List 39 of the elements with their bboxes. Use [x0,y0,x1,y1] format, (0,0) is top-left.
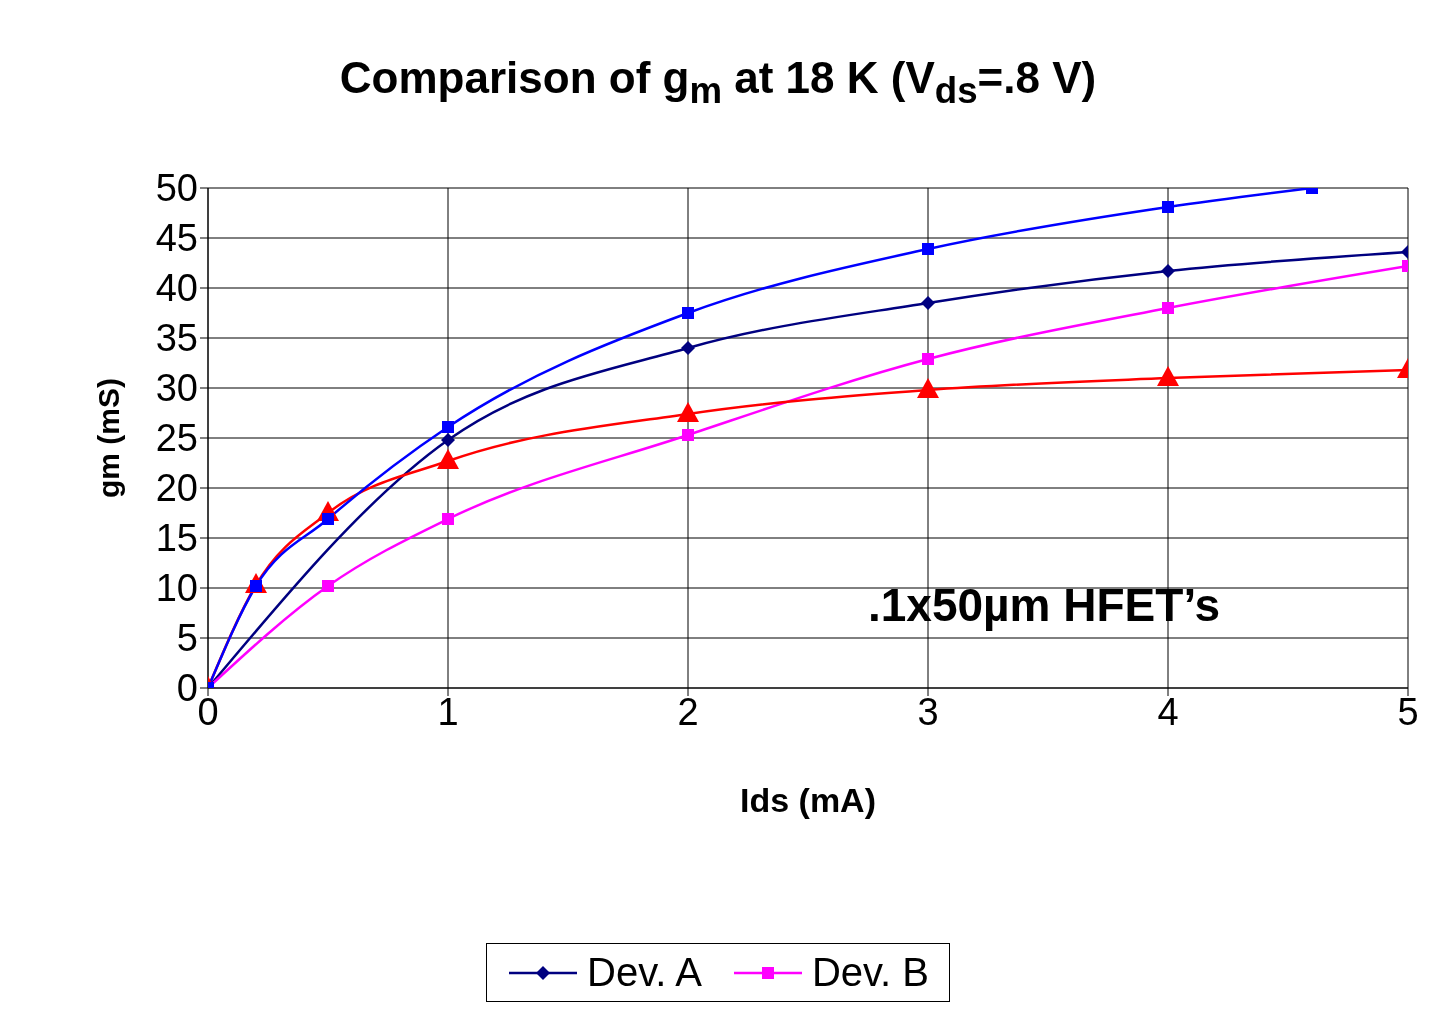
point [682,307,694,319]
legend-label: Dev. B [811,950,929,995]
y-tick-label: 15 [155,517,198,560]
point [917,378,939,398]
x-axis-title: Ids (mA) [740,781,876,820]
y-tick-label: 30 [155,367,198,410]
y-tick-label: 25 [155,417,198,460]
point [441,433,455,447]
point [922,353,934,365]
point [682,429,694,441]
point [1162,201,1174,213]
point [442,513,454,525]
point [677,402,699,422]
point [1161,264,1175,278]
y-tick-label: 20 [155,467,198,510]
x-tick-label: 1 [437,690,459,733]
x-tick-label: 5 [1397,690,1419,733]
point [322,513,334,525]
x-tick-label: 3 [917,690,939,733]
y-axis-title: gm (mS) [91,378,125,498]
point [437,449,459,469]
point [1157,366,1179,386]
point [921,296,935,310]
annotation: .1x50µm HFET’s [868,578,1221,632]
y-tick-label: 50 [155,167,198,210]
x-tick-label: 4 [1157,690,1179,733]
point [1162,302,1174,314]
y-tick-label: 5 [176,617,198,660]
point [681,341,695,355]
y-tick-label: 10 [155,567,198,610]
chart-title: Comparison of g$_{m}$ at 18 K (V$_{ds}$=.8 V) [338,53,1098,112]
y-tick-label: 40 [155,267,198,310]
point [322,580,334,592]
x-tick-label: 2 [677,690,699,733]
y-tick-label: 35 [155,317,198,360]
y-tick-label: 45 [155,217,198,260]
legend-label: Dev. A [587,950,702,995]
point [922,243,934,255]
point [442,421,454,433]
